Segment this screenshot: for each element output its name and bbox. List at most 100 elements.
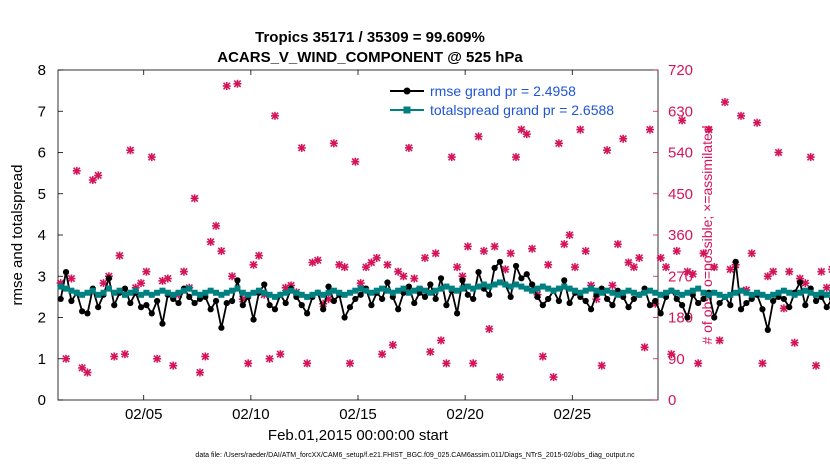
y-left-tick-label: 2	[38, 310, 46, 327]
totalspread-point	[459, 285, 466, 292]
totalspread-point	[421, 287, 428, 294]
y-right-tick-label: 720	[668, 62, 693, 79]
rmse-point	[802, 302, 809, 309]
totalspread-point	[266, 291, 273, 298]
rmse-point	[95, 304, 102, 311]
obs-assimilated-marker	[404, 143, 413, 152]
rmse-point	[223, 299, 230, 307]
rmse-point	[175, 299, 182, 307]
obs-assimilated-marker	[399, 272, 408, 281]
obs-assimilated-marker	[720, 98, 729, 107]
totalspread-point	[770, 291, 777, 298]
totalspread-point	[641, 289, 648, 296]
obs-assimilated-marker	[228, 272, 237, 281]
totalspread-point	[239, 289, 246, 296]
obs-assimilated-marker	[356, 279, 365, 288]
totalspread-point	[191, 289, 198, 296]
obs-assimilated-marker	[233, 79, 242, 88]
rmse-point	[630, 295, 637, 303]
totalspread-point	[807, 289, 814, 296]
totalspread-point	[443, 283, 450, 290]
totalspread-point	[721, 293, 728, 300]
totalspread-point	[352, 287, 359, 294]
totalspread-point	[732, 289, 739, 296]
rmse-point	[625, 304, 632, 311]
totalspread-point	[673, 289, 680, 296]
totalspread-point	[309, 291, 316, 298]
totalspread-point	[79, 291, 86, 298]
totalspread-point	[105, 285, 112, 292]
totalspread-point	[400, 285, 407, 292]
totalspread-point	[684, 289, 691, 296]
rmse-point	[191, 299, 198, 307]
obs-assimilated-marker	[576, 125, 585, 134]
totalspread-point	[539, 283, 546, 290]
obs-assimilated-marker	[753, 118, 762, 127]
rmse-point	[780, 295, 787, 303]
totalspread-point	[438, 285, 445, 292]
rmse-point	[346, 304, 354, 311]
totalspread-point	[780, 287, 787, 294]
totalspread-point	[116, 287, 123, 294]
rmse-point	[486, 291, 493, 298]
totalspread-point	[598, 289, 605, 296]
totalspread-point	[705, 291, 712, 298]
obs-assimilated-marker	[560, 240, 569, 249]
obs-assimilated-marker	[774, 148, 783, 157]
totalspread-point	[454, 287, 461, 294]
chart-title-line1: Tropics 35171 / 35309 = 99.609%	[255, 29, 485, 46]
obs-assimilated-marker	[656, 253, 665, 262]
totalspread-point	[630, 289, 637, 296]
obs-assimilated-marker	[581, 247, 590, 256]
y-left-tick-label: 4	[38, 227, 46, 244]
rmse-point	[727, 302, 734, 309]
obs-assimilated-marker	[137, 279, 146, 288]
obs-assimilated-marker	[812, 361, 821, 370]
obs-assimilated-marker	[244, 359, 253, 368]
totalspread-point	[738, 287, 745, 294]
totalspread-point	[218, 291, 225, 298]
obs-assimilated-marker	[249, 260, 258, 269]
obs-assimilated-marker	[528, 244, 537, 253]
totalspread-point	[582, 287, 589, 294]
totalspread-point	[518, 283, 525, 290]
obs-assimilated-marker	[769, 267, 778, 276]
totalspread-point	[373, 287, 380, 294]
totalspread-point	[550, 287, 557, 294]
totalspread-point	[609, 289, 616, 296]
totalspread-point	[480, 281, 487, 288]
rmse-point	[427, 281, 434, 288]
totalspread-point	[341, 291, 348, 298]
rmse-point	[534, 293, 541, 300]
obs-assimilated-marker	[608, 281, 617, 290]
rmse-point	[812, 297, 820, 305]
totalspread-point	[823, 291, 830, 298]
totalspread-point	[652, 289, 659, 296]
totalspread-point	[625, 287, 632, 294]
rmse-point	[545, 295, 552, 303]
totalspread-point	[389, 289, 396, 296]
legend-totalspread-label: totalspread grand pr = 2.6588	[430, 102, 614, 118]
rmse-point	[732, 258, 739, 265]
totalspread-point	[138, 291, 145, 298]
rmse-point	[368, 302, 375, 309]
obs-assimilated-marker	[329, 139, 338, 148]
totalspread-point	[555, 285, 562, 292]
totalspread-point	[330, 287, 337, 294]
totalspread-point	[796, 289, 803, 296]
obs-assimilated-marker	[790, 338, 799, 347]
rmse-point	[325, 283, 332, 290]
obs-assimilated-marker	[372, 253, 381, 262]
obs-assimilated-marker	[544, 260, 553, 269]
totalspread-point	[346, 289, 353, 296]
obs-assimilated-marker	[822, 283, 830, 292]
legend-totalspread-marker	[403, 106, 411, 114]
totalspread-point	[679, 291, 686, 298]
obs-assimilated-marker	[388, 341, 397, 349]
totalspread-point	[100, 289, 107, 296]
obs-assimilated-marker	[495, 373, 504, 382]
legend-rmse-label: rmse grand pr = 2.4958	[430, 83, 576, 99]
obs-assimilated-marker	[704, 125, 713, 134]
obs-assimilated-marker	[431, 249, 440, 258]
